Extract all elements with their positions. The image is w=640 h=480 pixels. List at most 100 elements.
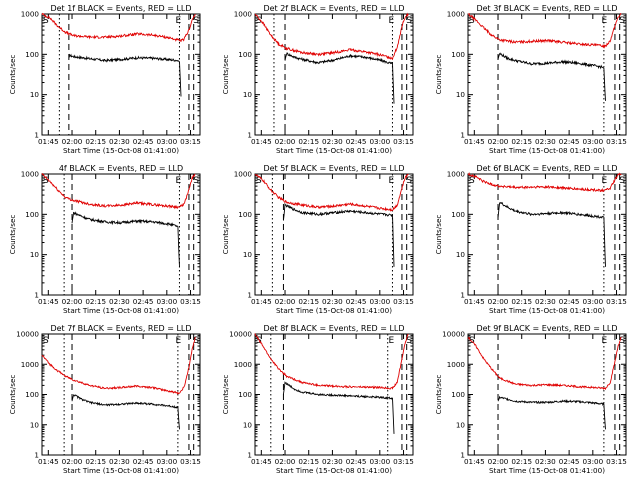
x-tick-label: 03:15 bbox=[180, 137, 201, 146]
marker-e: E bbox=[601, 336, 607, 346]
y-tick-label: 1 bbox=[247, 291, 252, 300]
events-series-line bbox=[284, 52, 395, 104]
chart-panel-8: Det 8f BLACK = Events, RED = LLD 1 10 100 10… bbox=[221, 324, 414, 475]
y-axis-label: Counts/sec bbox=[434, 215, 443, 255]
plot-frame bbox=[254, 173, 414, 296]
x-axis-label: Start Time (15-Oct-08 01:41:00) bbox=[489, 466, 605, 475]
marker-s-end: S bbox=[193, 336, 199, 346]
x-tick-label: 03:00 bbox=[369, 137, 390, 146]
chart-panel-9: Det 9f BLACK = Events, RED = LLD 1 10 100 10… bbox=[434, 324, 627, 475]
x-axis-label: Start Time (15-Oct-08 01:41:00) bbox=[276, 146, 392, 155]
x-tick-label: 02:15 bbox=[85, 297, 106, 306]
marker-s-end: S bbox=[619, 336, 625, 346]
x-tick-label: 02:30 bbox=[322, 457, 343, 466]
lld-series-line bbox=[467, 12, 622, 49]
x-axis-label: Start Time (15-Oct-08 01:41:00) bbox=[276, 306, 392, 315]
x-tick-label: 03:00 bbox=[369, 457, 390, 466]
y-tick-label: 1000 bbox=[21, 360, 40, 369]
plot-frame bbox=[467, 13, 627, 136]
chart-panel-1: Det 1f BLACK = Events, RED = LLD 1 10 100 10… bbox=[8, 4, 201, 155]
y-tick-label: 100 bbox=[25, 390, 39, 399]
y-tick-label: 100 bbox=[451, 50, 465, 59]
chart-title: Det 3f BLACK = Events, RED = LLD bbox=[476, 4, 617, 13]
y-tick-label: 100 bbox=[451, 210, 465, 219]
plot-frame bbox=[41, 173, 201, 296]
lld-series-line bbox=[254, 333, 409, 390]
x-tick-label: 01:45 bbox=[251, 297, 272, 306]
lld-series-line bbox=[255, 12, 409, 61]
y-tick-label: 1 bbox=[34, 291, 39, 300]
x-tick-label: 03:00 bbox=[582, 297, 603, 306]
x-axis-label: Start Time (15-Oct-08 01:41:00) bbox=[489, 146, 605, 155]
x-tick-label: 01:45 bbox=[38, 457, 59, 466]
marker-e: E bbox=[388, 176, 394, 186]
x-tick-label: 02:45 bbox=[559, 297, 580, 306]
y-tick-label: 1000 bbox=[234, 360, 253, 369]
y-tick-label: 1000 bbox=[21, 10, 40, 19]
chart-title: Det 1f BLACK = Events, RED = LLD bbox=[50, 4, 191, 13]
x-axis-label: Start Time (15-Oct-08 01:41:00) bbox=[63, 306, 179, 315]
x-tick-label: 02:30 bbox=[535, 297, 556, 306]
chart-title: Det 6f BLACK = Events, RED = LLD bbox=[476, 164, 617, 173]
plot-frame bbox=[254, 333, 414, 456]
y-tick-label: 1 bbox=[247, 131, 252, 140]
chart-title: Det 2f BLACK = Events, RED = LLD bbox=[263, 4, 404, 13]
y-tick-label: 10 bbox=[243, 250, 253, 259]
plot-frame bbox=[41, 13, 201, 136]
x-tick-label: 03:15 bbox=[606, 457, 627, 466]
y-axis-label: Counts/sec bbox=[8, 55, 17, 95]
events-series-line bbox=[497, 395, 606, 430]
marker-s-start: S bbox=[469, 336, 475, 346]
y-tick-label: 10 bbox=[243, 90, 253, 99]
y-tick-label: 10 bbox=[30, 420, 40, 429]
y-tick-label: 100 bbox=[25, 210, 39, 219]
chart-panel-3: Det 3f BLACK = Events, RED = LLD 1 10 100 10… bbox=[434, 4, 627, 155]
x-tick-label: 02:00 bbox=[488, 137, 509, 146]
lld-series-line bbox=[41, 172, 196, 210]
y-tick-label: 1 bbox=[247, 451, 252, 460]
x-tick-label: 03:00 bbox=[582, 457, 603, 466]
plot-frame bbox=[41, 333, 201, 456]
x-tick-label: 02:45 bbox=[559, 137, 580, 146]
x-tick-label: 01:45 bbox=[251, 457, 272, 466]
x-tick-label: 02:30 bbox=[322, 297, 343, 306]
events-series-line bbox=[71, 211, 180, 267]
lld-series-line bbox=[41, 12, 196, 43]
y-tick-label: 100 bbox=[25, 50, 39, 59]
marker-e: E bbox=[175, 16, 181, 26]
chart-panel-4: 4f BLACK = Events, RED = LLD 1 10 100 1000 01… bbox=[8, 164, 201, 315]
x-tick-label: 03:00 bbox=[156, 137, 177, 146]
y-tick-label: 10 bbox=[456, 90, 466, 99]
y-axis-label: Counts/sec bbox=[221, 55, 230, 95]
x-tick-label: 03:15 bbox=[606, 297, 627, 306]
x-tick-label: 02:45 bbox=[133, 457, 154, 466]
x-axis-label: Start Time (15-Oct-08 01:41:00) bbox=[63, 466, 179, 475]
x-tick-label: 02:00 bbox=[62, 137, 83, 146]
marker-s-end: S bbox=[406, 176, 412, 186]
x-tick-label: 02:00 bbox=[62, 457, 83, 466]
marker-s-start: S bbox=[43, 176, 49, 186]
chart-title: 4f BLACK = Events, RED = LLD bbox=[59, 164, 183, 173]
marker-s-start: S bbox=[256, 176, 262, 186]
y-tick-label: 10 bbox=[456, 250, 466, 259]
x-tick-label: 02:15 bbox=[511, 457, 532, 466]
x-tick-label: 02:00 bbox=[62, 297, 83, 306]
x-tick-label: 03:15 bbox=[606, 137, 627, 146]
lld-series-line bbox=[467, 171, 622, 193]
y-tick-label: 10 bbox=[456, 420, 466, 429]
y-tick-label: 1 bbox=[460, 131, 465, 140]
x-tick-label: 03:15 bbox=[393, 457, 414, 466]
x-tick-label: 03:00 bbox=[582, 137, 603, 146]
x-tick-label: 02:30 bbox=[322, 137, 343, 146]
y-tick-label: 100 bbox=[238, 390, 252, 399]
x-tick-label: 01:45 bbox=[464, 297, 485, 306]
marker-s-start: S bbox=[43, 336, 49, 346]
y-tick-label: 10000 bbox=[229, 330, 252, 339]
y-tick-label: 1 bbox=[460, 291, 465, 300]
chart-panel-6: Det 6f BLACK = Events, RED = LLD 1 10 100 10… bbox=[434, 164, 627, 315]
x-tick-label: 02:30 bbox=[109, 457, 130, 466]
y-axis-label: Counts/sec bbox=[8, 375, 17, 415]
y-tick-label: 1000 bbox=[234, 10, 253, 19]
